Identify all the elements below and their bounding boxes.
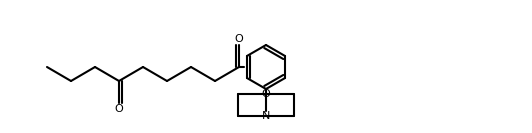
Text: O: O — [235, 34, 243, 44]
Text: N: N — [262, 111, 270, 121]
Text: O: O — [114, 104, 123, 114]
Text: O: O — [262, 89, 270, 99]
